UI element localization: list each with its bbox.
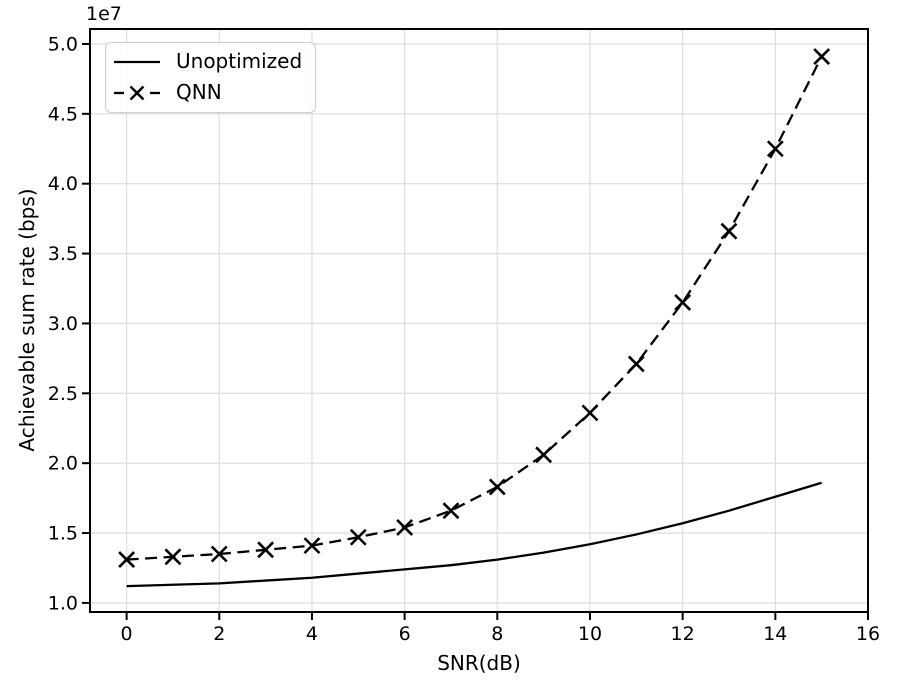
marker-x-qnn (766, 140, 784, 158)
legend-item-qnn: QNN (113, 77, 302, 108)
y-tick-label: 2.5 (48, 383, 78, 405)
x-tick-label: 6 (399, 623, 411, 645)
marker-x-qnn (257, 541, 275, 559)
x-tick-label: 8 (491, 623, 503, 645)
x-tick-label: 16 (856, 623, 880, 645)
y-tick-label: 1.0 (48, 592, 78, 614)
legend: Unoptimized QNN (105, 42, 317, 113)
marker-x-qnn (535, 446, 553, 464)
x-axis-label: SNR(dB) (437, 651, 521, 675)
marker-x-qnn (118, 551, 136, 569)
marker-x-qnn (813, 48, 831, 65)
legend-label-qnn: QNN (176, 80, 222, 104)
marker-x-qnn (210, 545, 228, 563)
marker-x-qnn (303, 537, 321, 555)
x-tick-label: 10 (578, 623, 602, 645)
y-tick-label: 2.0 (48, 453, 78, 475)
legend-label-unoptimized: Unoptimized (176, 49, 303, 73)
y-tick-label: 1.5 (48, 523, 78, 545)
y-tick-label: 4.5 (48, 103, 78, 125)
marker-x-qnn (349, 528, 367, 546)
y-tick-label: 3.5 (48, 243, 78, 265)
marker-x-qnn (581, 404, 599, 422)
legend-dashed-x-line-sample (114, 85, 160, 100)
y-axis-label: Achievable sum rate (bps) (15, 188, 39, 452)
series-line-qnn (126, 56, 823, 561)
y-tick-label: 5.0 (48, 33, 78, 55)
y-tick-label: 4.0 (48, 173, 78, 195)
x-tick-label: 2 (213, 623, 225, 645)
marker-x-qnn (442, 502, 460, 520)
marker-x-qnn (164, 548, 182, 566)
legend-item-unoptimized: Unoptimized (113, 46, 302, 77)
axes-box (89, 28, 869, 613)
marker-x-qnn (627, 355, 645, 373)
y-tick-label: 3.0 (48, 313, 78, 335)
x-tick-label: 14 (763, 623, 787, 645)
marker-x-qnn (720, 222, 738, 240)
x-tick-label: 12 (671, 623, 695, 645)
legend-solid-line-sample (114, 60, 160, 63)
x-tick-label: 4 (306, 623, 318, 645)
marker-x-qnn (488, 478, 506, 496)
x-tick-label: 0 (121, 623, 133, 645)
series-line-unoptimized (126, 481, 822, 588)
marker-x-qnn (674, 294, 692, 311)
y-axis-offset-label: 1e7 (86, 3, 122, 25)
marker-x-qnn (396, 519, 414, 536)
